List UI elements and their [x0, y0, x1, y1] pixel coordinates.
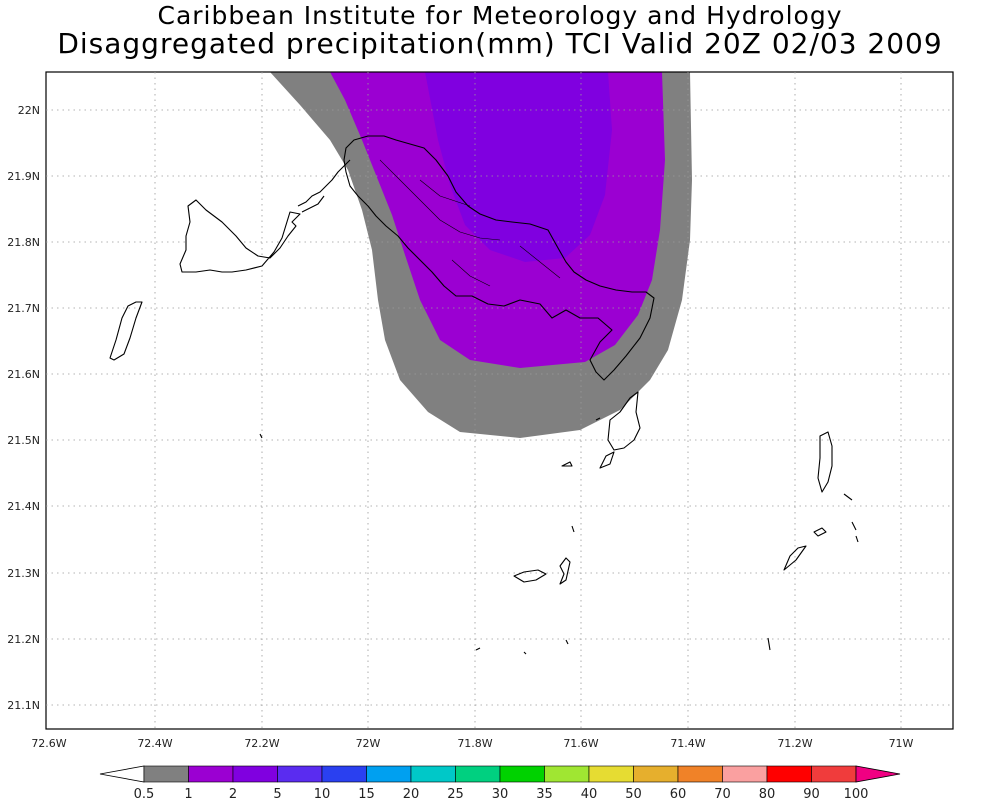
- lat-label: 22N: [18, 104, 40, 117]
- precip-shading: [270, 72, 692, 438]
- colorbar-swatch: [366, 765, 412, 783]
- colorbar-label: 50: [625, 787, 642, 800]
- lat-label: 21.1N: [7, 699, 40, 712]
- lon-label: 71.8W: [457, 737, 492, 750]
- colorbar-label: 60: [670, 787, 687, 800]
- colorbar-label: 15: [358, 787, 375, 800]
- island-grand-turk: [817, 431, 833, 493]
- colorbar-label: 25: [447, 787, 464, 800]
- title-institute: Caribbean Institute for Meteorology and …: [157, 1, 843, 30]
- colorbar-label: 10: [314, 787, 331, 800]
- colorbar-label: 20: [403, 787, 420, 800]
- colorbar-label: 1: [184, 787, 192, 800]
- colorbar-label: 80: [759, 787, 776, 800]
- lon-label: 72W: [356, 737, 381, 750]
- island-west-caicos: [109, 301, 143, 361]
- lat-label: 21.2N: [7, 633, 40, 646]
- lat-label: 21.3N: [7, 567, 40, 580]
- lat-label: 21.9N: [7, 170, 40, 183]
- island-ambergris-cay: [599, 451, 615, 469]
- island-south-caicos: [607, 391, 641, 451]
- island-small-cay-4: [571, 493, 859, 543]
- lat-label: 21.8N: [7, 236, 40, 249]
- coastlines: [109, 135, 859, 655]
- colorbar-swatch: [321, 765, 367, 783]
- colorbar-label: 70: [714, 787, 731, 800]
- island-small-cay-2: [813, 527, 827, 537]
- colorbar-swatch: [455, 765, 501, 783]
- colorbar-label: 2: [229, 787, 237, 800]
- lon-label: 72.2W: [244, 737, 279, 750]
- colorbar-swatch: [588, 765, 634, 783]
- lat-label: 21.6N: [7, 368, 40, 381]
- longitude-labels: 72.6W 72.4W 72.2W 72W 71.8W 71.6W 71.4W …: [31, 737, 913, 750]
- precip-band-2-5: [425, 72, 612, 262]
- island-east-caicos-internal: [379, 159, 561, 287]
- lon-label: 71.4W: [670, 737, 705, 750]
- island-small-cay-1: [561, 461, 573, 467]
- colorbar-swatch: [544, 765, 590, 783]
- colorbar-swatch: [277, 765, 323, 783]
- colorbar-swatch: [499, 765, 545, 783]
- colorbar-label: 0.5: [134, 787, 155, 800]
- colorbar-swatch: [232, 765, 278, 783]
- island-small-cay-3: [559, 557, 571, 585]
- colorbar-label: 5: [273, 787, 281, 800]
- title-product: Disaggregated precipitation(mm) TCI Vali…: [57, 27, 943, 60]
- colorbar-label: 90: [803, 787, 820, 800]
- lat-label: 21.5N: [7, 434, 40, 447]
- colorbar-swatch: [722, 765, 768, 783]
- latitude-labels: 22N 21.9N 21.8N 21.7N 21.6N 21.5N 21.4N …: [7, 104, 40, 712]
- lon-label: 71W: [889, 737, 914, 750]
- lon-label: 71.2W: [777, 737, 812, 750]
- lat-label: 21.4N: [7, 500, 40, 513]
- colorbar-swatch: [766, 765, 812, 783]
- plot-frame: [45, 71, 954, 730]
- colorbar-low-arrow: [99, 765, 145, 783]
- island-cays-chain: [297, 159, 351, 213]
- colorbar-swatch: [677, 765, 723, 783]
- colorbar: 0.5 1 2 5 10 15 20 25 30 35 40 50 60 70 …: [99, 765, 901, 800]
- colorbar-label: 35: [536, 787, 553, 800]
- colorbar-swatch: [188, 765, 234, 783]
- colorbar-swatch: [143, 765, 189, 783]
- island-small-cay-5: [259, 417, 771, 655]
- colorbar-label: 30: [492, 787, 509, 800]
- colorbar-swatch: [633, 765, 679, 783]
- map-title: Caribbean Institute for Meteorology and …: [0, 2, 1000, 59]
- colorbar-high-arrow: [855, 765, 901, 783]
- colorbar-swatch: [811, 765, 857, 783]
- lon-label: 71.6W: [563, 737, 598, 750]
- island-sand-cay: [513, 569, 547, 583]
- island-salt-cay: [783, 545, 807, 571]
- lat-label: 21.7N: [7, 302, 40, 315]
- island-providenciales: [179, 199, 301, 273]
- colorbar-label: 100: [844, 787, 869, 800]
- colorbar-swatch: [410, 765, 456, 783]
- lon-label: 72.6W: [31, 737, 66, 750]
- colorbar-label: 40: [581, 787, 598, 800]
- lon-label: 72.4W: [137, 737, 172, 750]
- island-north-middle-caicos: [343, 135, 655, 381]
